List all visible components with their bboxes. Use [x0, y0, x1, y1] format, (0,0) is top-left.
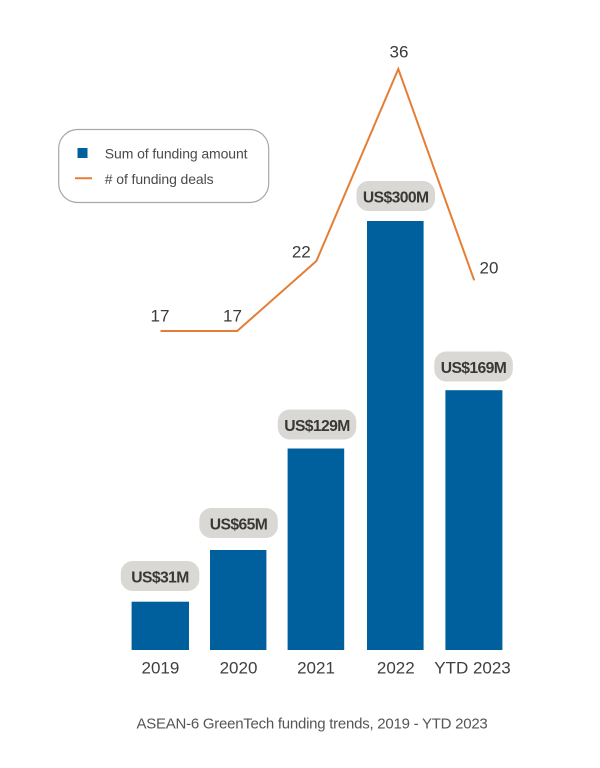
svg-text:US$129M: US$129M	[284, 418, 350, 435]
svg-text:36: 36	[390, 43, 409, 62]
svg-text:# of funding deals: # of funding deals	[105, 171, 214, 187]
svg-text:US$31M: US$31M	[131, 570, 189, 587]
svg-text:US$65M: US$65M	[210, 517, 268, 534]
svg-text:ASEAN-6 GreenTech funding tren: ASEAN-6 GreenTech funding trends, 2019 -…	[136, 715, 487, 732]
svg-text:US$169M: US$169M	[441, 360, 507, 377]
svg-text:Sum of funding amount: Sum of funding amount	[105, 146, 248, 162]
svg-text:2020: 2020	[220, 659, 258, 678]
svg-text:20: 20	[480, 258, 499, 277]
svg-text:22: 22	[292, 243, 311, 262]
svg-text:YTD 2023: YTD 2023	[434, 659, 511, 678]
svg-text:17: 17	[151, 307, 170, 326]
svg-text:2022: 2022	[377, 659, 415, 678]
svg-text:2019: 2019	[141, 659, 179, 678]
svg-text:US$300M: US$300M	[363, 189, 429, 206]
svg-text:2021: 2021	[297, 659, 335, 678]
svg-text:17: 17	[223, 307, 242, 326]
